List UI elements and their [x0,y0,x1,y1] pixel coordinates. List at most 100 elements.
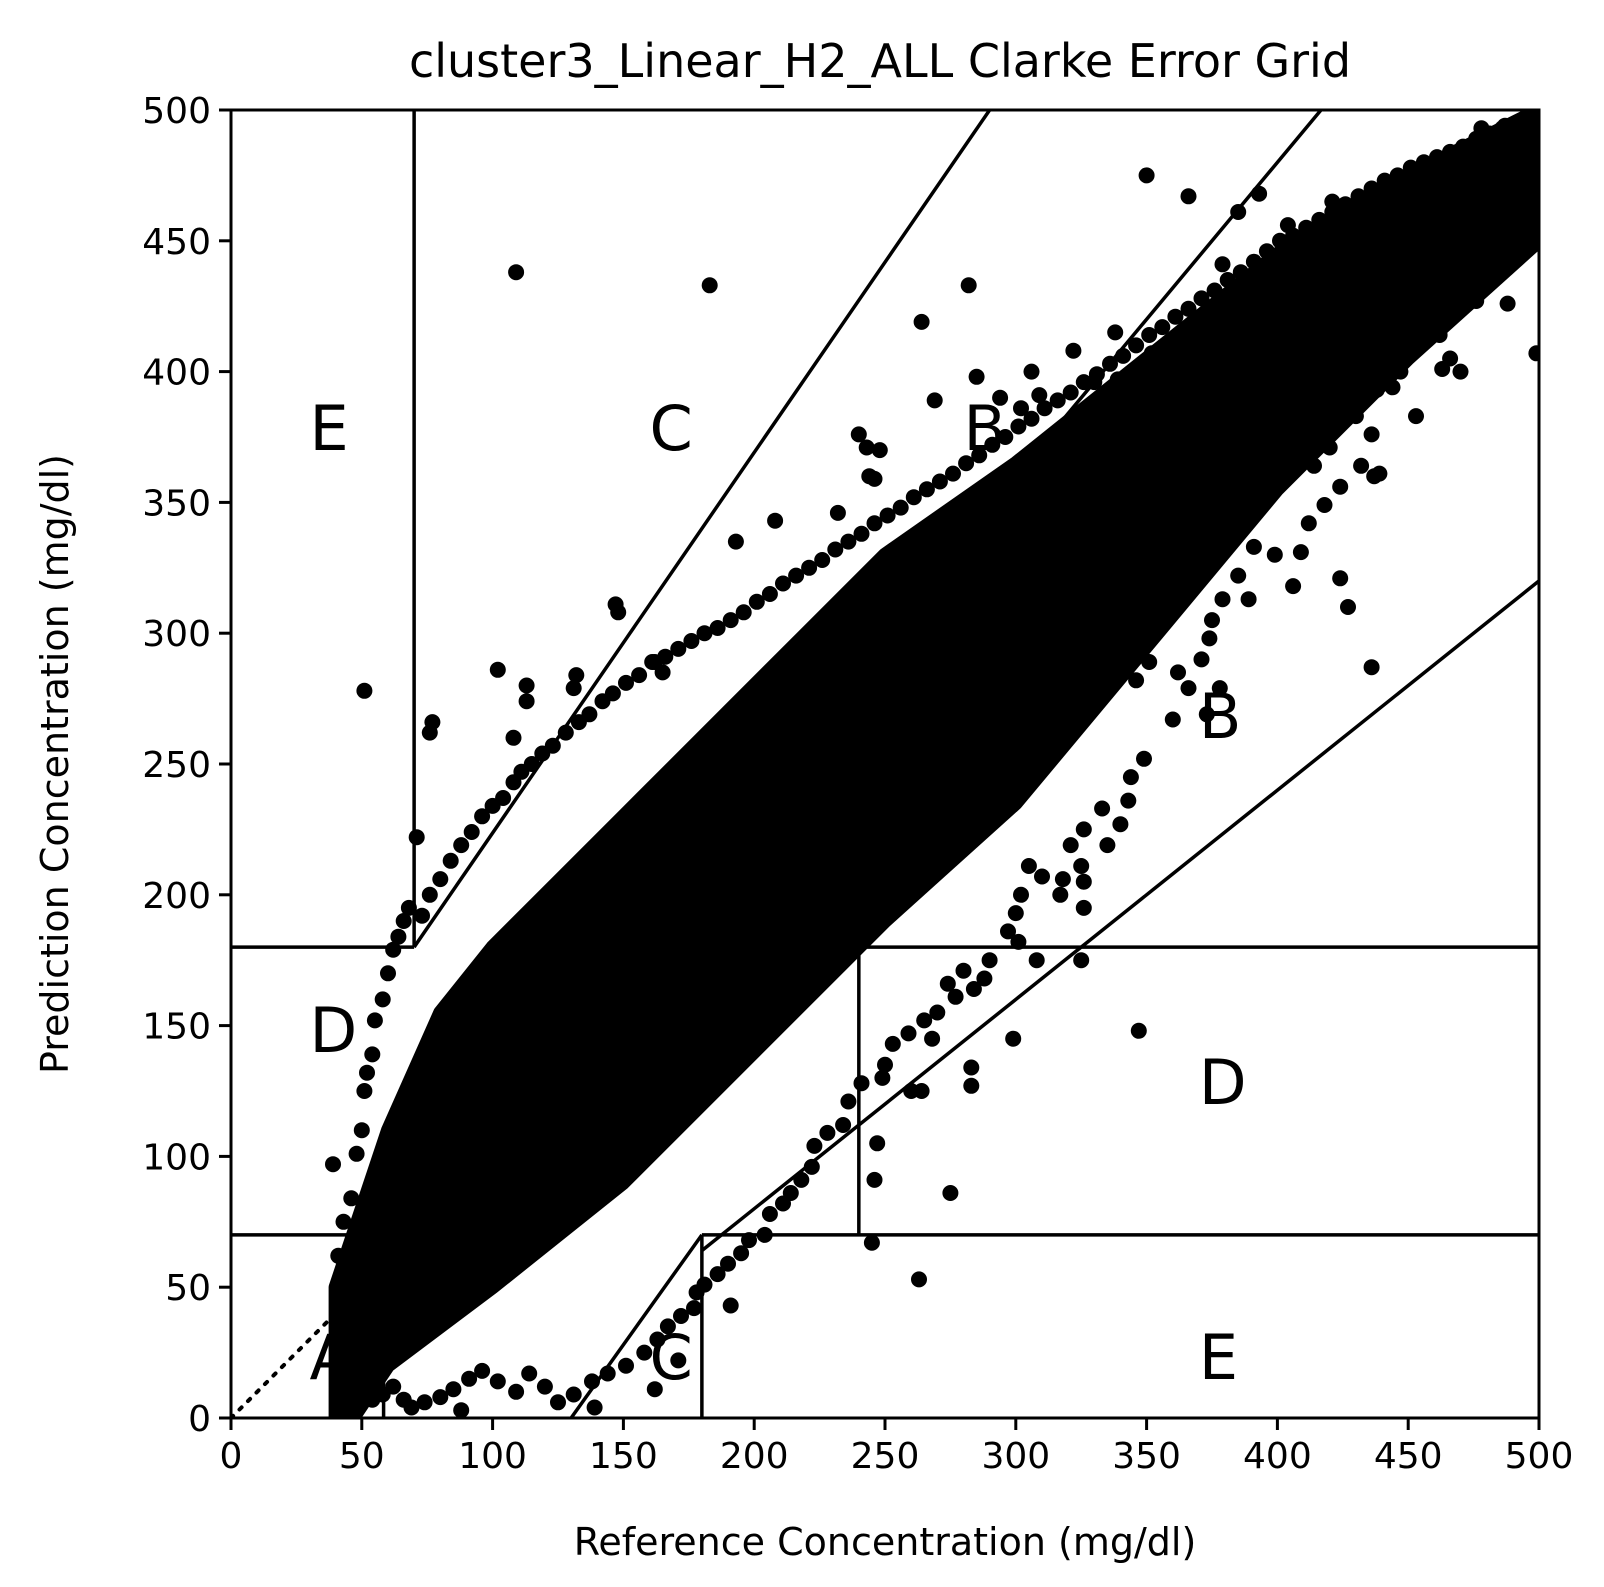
zone-label-d: D [309,994,357,1067]
x-axis-ticks: 0 50 100 150 200 250 300 350 400 450 500 [220,1418,1573,1477]
data-point [1452,363,1469,380]
data-point [432,1389,449,1406]
x-tick-label: 400 [1243,1436,1312,1477]
data-point [727,533,744,550]
data-point [618,674,634,691]
data-point [461,1370,478,1387]
data-point [644,654,661,670]
data-point [521,1365,538,1382]
data-point [1408,408,1424,425]
data-point [1285,578,1302,595]
data-point [1000,923,1016,940]
data-point [913,313,930,330]
data-point [924,1030,941,1047]
data-point [1120,792,1137,809]
data-point [806,1137,823,1154]
data-point [463,824,480,840]
x-tick-label: 50 [339,1436,385,1477]
data-point [1201,630,1218,647]
zone-line-upper-C-boundary [412,110,992,949]
data-point [1075,821,1092,838]
data-point [557,724,574,741]
data-point [1332,478,1349,495]
data-point [1316,497,1333,513]
x-tick-label: 300 [981,1436,1050,1477]
data-point [432,871,449,888]
data-point [814,552,831,568]
data-point [1005,1030,1022,1047]
x-axis-label: Reference Concentration (mg/dl) [574,1520,1197,1564]
data-point [356,1083,373,1099]
data-point [997,429,1014,445]
zone-line-A-lower-boundary [700,579,1539,1252]
data-point [905,489,922,506]
x-tick-label: 150 [589,1436,658,1477]
data-point [803,1158,820,1175]
data-point [850,426,867,443]
data-point [709,620,726,636]
data-point [1180,680,1197,697]
data-point [761,1206,778,1222]
data-point [1099,837,1116,854]
data-point [913,1083,930,1099]
data-point [1353,457,1370,474]
data-point [918,481,935,498]
data-point [380,965,396,982]
data-point [835,1117,852,1133]
data-point [976,970,993,987]
data-point [474,1362,491,1379]
data-point [390,928,407,945]
data-point [1180,188,1197,205]
dense-band-region [328,110,1539,1418]
y-tick-label: 300 [142,614,211,655]
zone-label-c: C [650,1321,693,1394]
data-point [508,1383,525,1400]
data-point [1366,468,1383,485]
data-point [874,1069,891,1086]
data-point [877,1056,893,1073]
y-axis-ticks: 0 50 100 150 200 250 300 350 400 450 500 [142,91,231,1440]
data-point [673,1308,689,1324]
data-point [1028,952,1045,969]
data-point [1204,612,1220,629]
data-point [1292,544,1309,561]
data-point [1088,366,1105,383]
data-point [748,593,765,610]
data-point [696,625,713,642]
zone-line-lower-C-boundary [569,1233,704,1418]
data-point [1214,591,1231,608]
data-point [1499,295,1516,312]
data-point [683,633,700,649]
data-point [775,575,791,592]
data-point [801,559,818,576]
data-point [654,664,671,681]
data-point [1340,599,1356,615]
data-point [518,693,535,710]
data-point [353,1122,370,1139]
data-point [931,473,948,490]
y-tick-label: 200 [142,876,211,917]
data-point [395,1391,412,1408]
data-point [1128,672,1145,689]
data-point [775,1195,791,1212]
data-point [631,667,648,684]
data-point [646,1381,663,1398]
data-point [984,436,1001,453]
data-point [445,1381,462,1398]
data-point [568,667,585,684]
data-point [649,1331,666,1348]
data-point [1073,952,1090,969]
data-point [1013,886,1029,903]
data-point [1164,711,1181,728]
data-point [670,1352,687,1369]
data-point [827,541,844,558]
data-point [884,1035,901,1052]
data-point [879,507,896,524]
data-point [1122,769,1139,786]
data-point [916,1012,933,1029]
data-point [866,1171,883,1188]
data-point [636,1344,653,1361]
x-tick-label: 0 [220,1436,243,1477]
data-point [942,1185,959,1201]
